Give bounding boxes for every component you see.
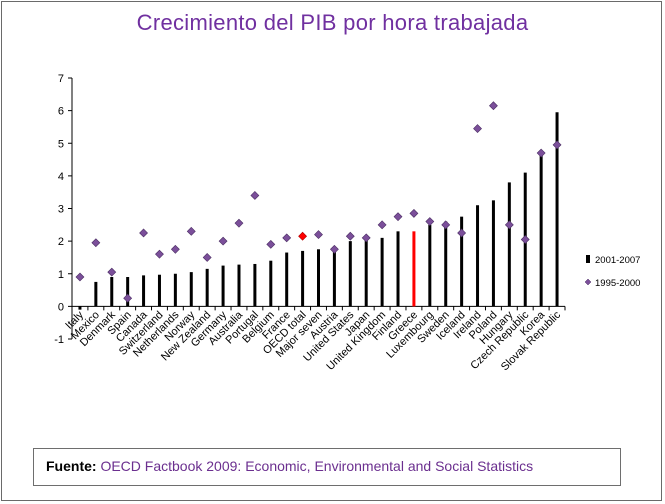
source-text: OECD Factbook 2009: Economic, Environmen… — [100, 458, 534, 474]
data-point — [329, 244, 339, 254]
y-tick-label: 6 — [58, 106, 64, 118]
bar — [428, 224, 432, 307]
legend-marker-swatch — [584, 278, 592, 286]
y-tick-label: 7 — [58, 73, 64, 85]
bar — [110, 277, 114, 307]
data-point — [218, 236, 228, 246]
data-point — [520, 235, 530, 244]
data-point — [441, 220, 451, 230]
data-point — [314, 230, 323, 240]
data-point — [345, 231, 355, 241]
category-labels: ItalyMexicoDenmarkSpainCanadaSwitzerland… — [63, 308, 563, 373]
data-point — [425, 217, 435, 226]
data-point — [107, 267, 117, 277]
source-colon: : — [91, 458, 97, 474]
bar — [189, 272, 193, 307]
y-tick-label: 3 — [58, 204, 64, 216]
bar — [285, 252, 289, 307]
bar — [348, 241, 352, 307]
data-point — [377, 220, 387, 230]
data-point — [170, 244, 180, 254]
source-label: Fuente — [46, 458, 92, 474]
data-point — [409, 208, 419, 218]
bar — [157, 274, 161, 307]
bar — [269, 260, 273, 307]
y-tick-label: 0 — [58, 301, 64, 313]
data-point — [282, 233, 292, 243]
bar — [539, 151, 543, 307]
y-tick-label: 2 — [58, 236, 64, 248]
bar — [237, 264, 241, 307]
bar — [126, 277, 130, 307]
bar — [94, 281, 98, 307]
bar — [253, 263, 257, 307]
bar — [332, 249, 336, 307]
data-point — [552, 140, 562, 150]
bar — [476, 205, 480, 307]
legend-bar-swatch — [586, 255, 590, 263]
data-point — [457, 228, 467, 238]
bar — [173, 273, 177, 307]
bar-series — [78, 112, 559, 310]
data-point — [393, 212, 403, 222]
y-tick-label: 1 — [58, 269, 64, 281]
data-point — [91, 238, 101, 248]
y-tick-label: 4 — [58, 171, 64, 183]
marker-series — [75, 101, 562, 303]
data-point — [202, 253, 212, 262]
y-tick-label: -1 — [54, 334, 64, 346]
data-point — [266, 239, 276, 249]
bar — [396, 231, 400, 307]
bar — [364, 239, 368, 307]
chart-title: Crecimiento del PIB por hora trabajada — [136, 10, 529, 35]
bar — [78, 306, 82, 310]
bar — [507, 182, 511, 307]
data-point — [75, 272, 85, 282]
y-tick-labels: -1 0 1 2 3 4 5 6 7 — [54, 73, 64, 346]
bar — [460, 216, 464, 307]
bar — [301, 250, 305, 307]
data-point — [298, 231, 308, 241]
source-box: Fuente: OECD Factbook 2009: Economic, En… — [33, 448, 621, 486]
legend: 2001-2007 1995-2000 — [584, 255, 640, 289]
data-point — [155, 249, 164, 259]
bar — [142, 275, 146, 307]
bar — [221, 265, 225, 307]
data-point — [139, 228, 148, 238]
bar — [380, 237, 384, 307]
data-point — [473, 124, 482, 133]
y-tick-label: 5 — [58, 138, 64, 150]
data-point — [536, 148, 546, 158]
data-point — [504, 220, 514, 230]
bar — [205, 268, 209, 307]
legend-label: 2001-2007 — [595, 255, 640, 266]
data-point — [361, 233, 371, 243]
bar — [412, 231, 416, 307]
bar — [444, 221, 448, 307]
data-point — [489, 101, 498, 111]
bar — [317, 249, 320, 307]
data-point — [250, 191, 260, 200]
data-point — [123, 293, 133, 303]
bar — [491, 200, 495, 307]
legend-label: 1995-2000 — [595, 278, 640, 289]
data-point — [234, 218, 244, 228]
data-point — [186, 226, 196, 236]
bar — [555, 112, 559, 307]
